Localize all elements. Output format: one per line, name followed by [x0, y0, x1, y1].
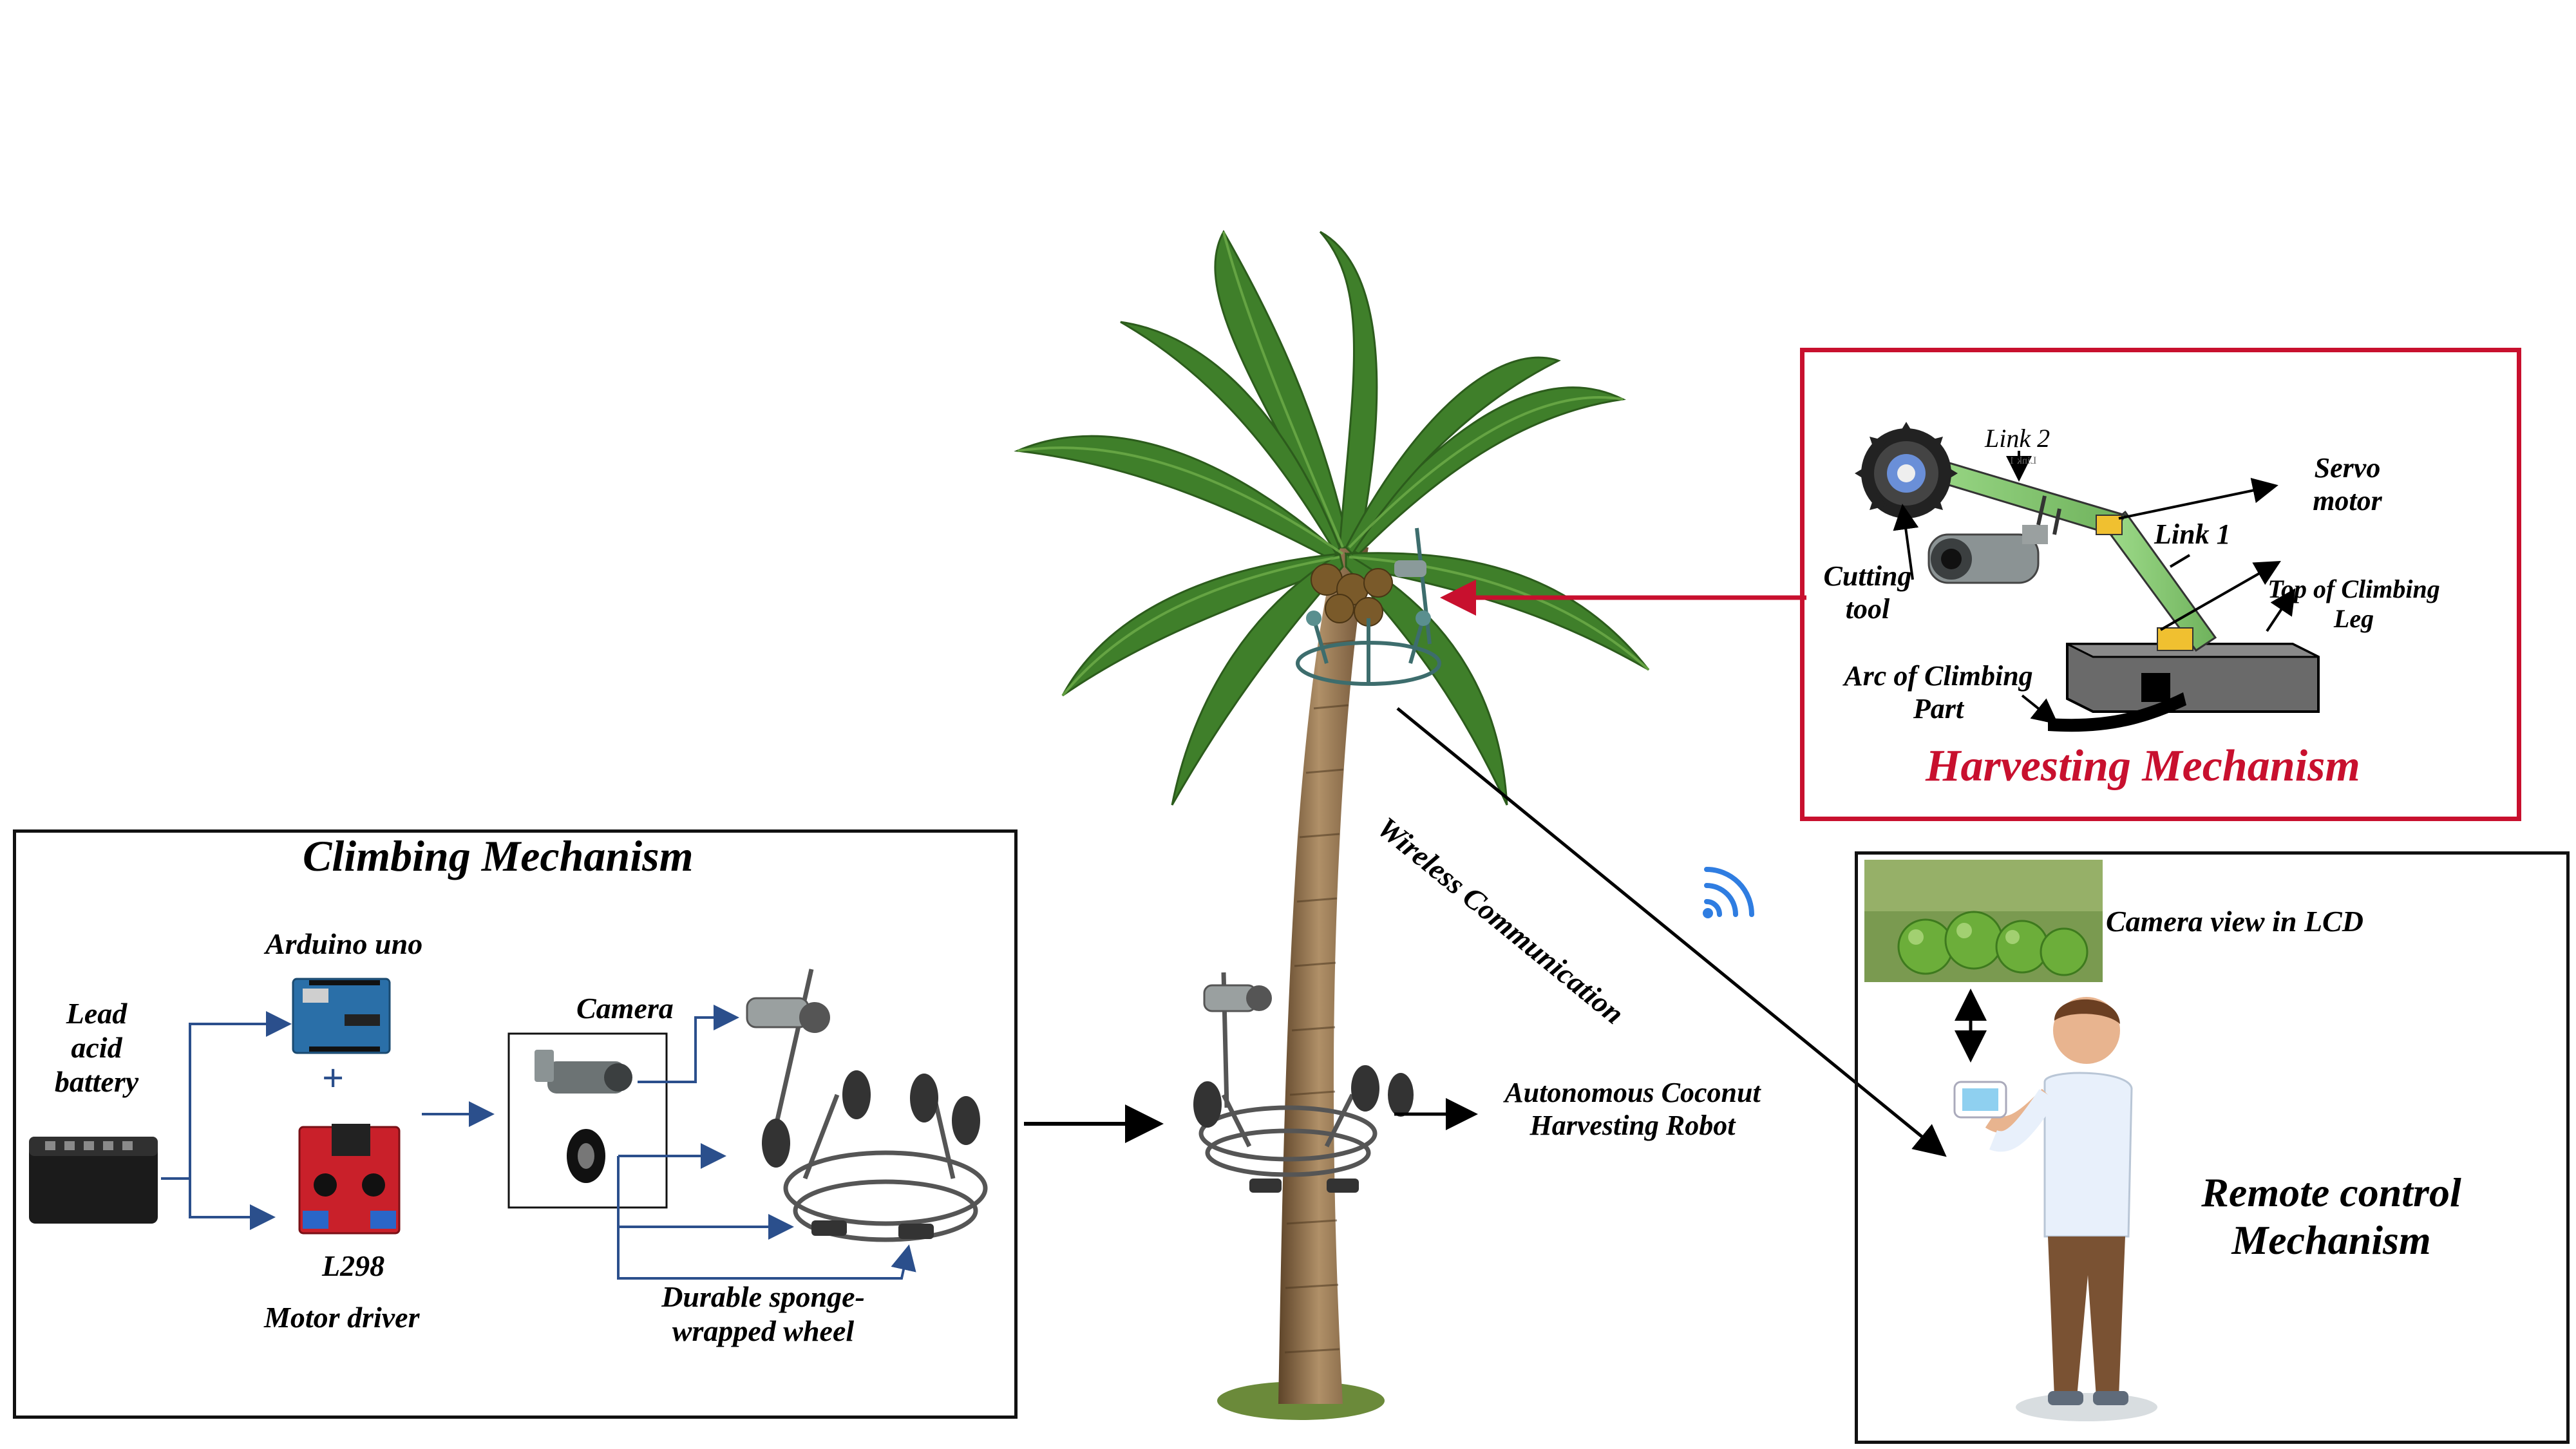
arc-of-climbing-part-label: Arc of Climbing Part: [1816, 660, 2061, 725]
autonomous-robot-label-line-1: Autonomous Coconut: [1504, 1077, 1761, 1108]
climbing-robot-model: [770, 969, 988, 1242]
wheel-label-line-2: wrapped wheel: [672, 1314, 855, 1347]
servo-motor-label: Servo motor: [2286, 452, 2409, 517]
remote-control-title-line-1: Remote control: [2201, 1170, 2461, 1215]
climbing-mechanism-title: Climbing Mechanism: [303, 831, 694, 880]
arc-of-climbing-part-label-line-1: Arc of Climbing: [1844, 660, 2033, 692]
harvesting-mechanism-title: Harvesting Mechanism: [1926, 741, 2360, 791]
camera-small-illustration: [535, 1050, 632, 1094]
autonomous-robot-label-line-2: Harvesting Robot: [1530, 1109, 1736, 1141]
remote-control-title: Remote control Mechanism: [2151, 1169, 2512, 1264]
arc-of-climbing-part-label-line-2: Part: [1913, 692, 1964, 724]
servo-motor-label-line-1: Servo: [2314, 452, 2381, 484]
top-of-climbing-leg-label: Top of Climbing Leg: [2238, 574, 2470, 634]
camera-view-lcd-label: Camera view in LCD: [2106, 905, 2363, 938]
camera-label: Camera: [576, 992, 674, 1025]
l298-label: L298: [322, 1249, 385, 1282]
person-illustration: [1953, 997, 2157, 1421]
link1-mirror-label: Link 1: [2009, 455, 2037, 466]
battery-label-line-3: battery: [54, 1065, 139, 1098]
autonomous-robot-label: Autonomous Coconut Harvesting Robot: [1472, 1077, 1794, 1142]
harvesting-mechanism-box: [1800, 348, 2521, 821]
harvesting-illustration: [1855, 422, 2320, 732]
climbing-mechanism-box: [13, 829, 1018, 1419]
palm-trunk: [1278, 547, 1368, 1404]
cutting-tool-label-line-1: Cutting: [1823, 560, 1912, 592]
motor-driver-illustration: [298, 1124, 401, 1235]
remote-control-box: [1855, 851, 2570, 1444]
palm-tree-illustration: [1014, 229, 1650, 1420]
cutting-tool-label: Cutting tool: [1810, 560, 1926, 625]
arduino-label: Arduino uno: [265, 927, 423, 960]
battery-illustration: [29, 1137, 158, 1224]
coconut-photo-illustration: [1864, 860, 2103, 982]
wheel-illustration: [567, 1129, 605, 1183]
top-of-climbing-leg-label-line-1: Top of Climbing: [2268, 574, 2440, 603]
link2-label: Link 2: [1985, 424, 2050, 453]
battery-label-line-1: Lead: [66, 997, 128, 1030]
cutting-tool-label-line-2: tool: [1845, 592, 1890, 625]
plus-sign: +: [322, 1057, 345, 1099]
link1-label: Link 1: [2154, 518, 2231, 550]
remote-control-title-line-2: Mechanism: [2231, 1217, 2431, 1263]
motor-driver-label: Motor driver: [264, 1301, 420, 1334]
battery-label: Lead acid battery: [52, 997, 142, 1099]
battery-label-line-2: acid: [71, 1030, 122, 1064]
wheel-label: Durable sponge- wrapped wheel: [621, 1280, 905, 1349]
wifi-icon: [1704, 867, 1754, 917]
servo-motor-label-line-2: motor: [2313, 484, 2382, 516]
tree-top-robot: [1296, 527, 1441, 686]
top-of-climbing-leg-label-line-2: Leg: [2333, 604, 2374, 633]
wheel-label-line-1: Durable sponge-: [661, 1280, 865, 1313]
arduino-board-illustration: [292, 978, 391, 1054]
